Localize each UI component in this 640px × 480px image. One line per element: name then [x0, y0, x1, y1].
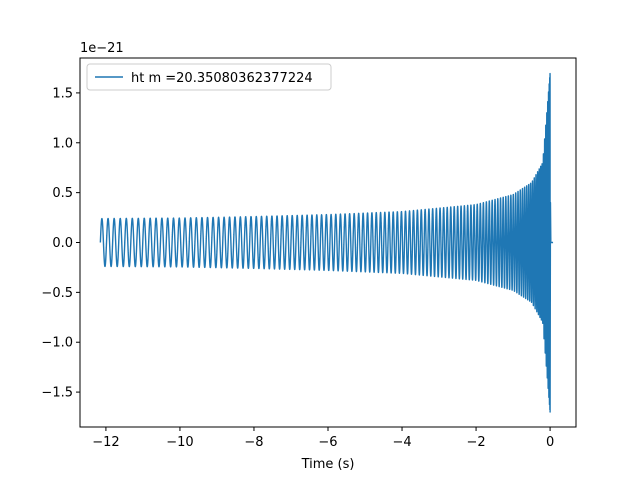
- y-scale-label: 1e−21: [80, 41, 124, 56]
- x-tick-label: −4: [392, 435, 411, 450]
- series-line: [99, 72, 554, 413]
- y-tick-label: −1.0: [41, 336, 73, 351]
- y-tick-label: 0.5: [52, 186, 73, 201]
- x-tick-label: −12: [92, 435, 119, 450]
- x-tick-label: −6: [318, 435, 337, 450]
- y-tick-label: 0.0: [52, 236, 73, 251]
- x-tick-label: −10: [166, 435, 193, 450]
- x-axis-label: Time (s): [301, 457, 355, 472]
- legend-box: [86, 63, 332, 91]
- legend-label: ht m =20.35080362377224: [131, 71, 313, 86]
- x-tick-label: −8: [244, 435, 263, 450]
- y-tick-label: 1.0: [52, 136, 73, 151]
- x-tick-label: 0: [546, 435, 554, 450]
- x-tick-label: −2: [466, 435, 485, 450]
- y-tick-label: −0.5: [41, 286, 73, 301]
- legend: ht m =20.35080362377224: [86, 63, 332, 91]
- y-tick-label: −1.5: [41, 386, 73, 401]
- y-tick-label: 1.5: [52, 86, 73, 101]
